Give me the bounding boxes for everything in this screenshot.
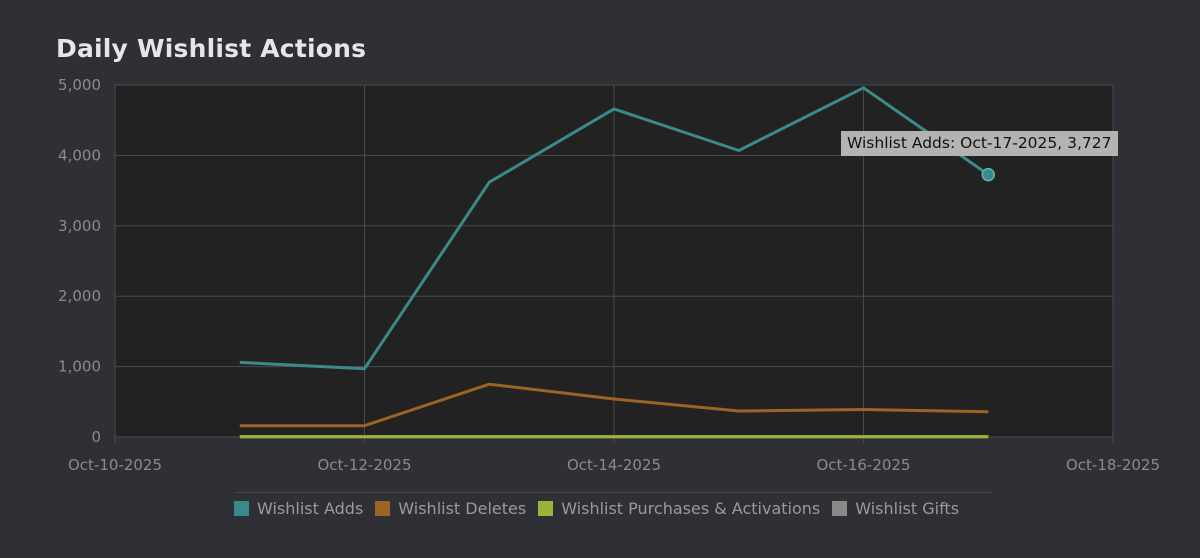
legend-label: Wishlist Deletes bbox=[398, 499, 527, 518]
y-tick-label: 3,000 bbox=[58, 217, 101, 235]
legend-item-wishlist-gifts[interactable]: Wishlist Gifts bbox=[832, 499, 959, 518]
legend-swatch bbox=[234, 501, 249, 516]
y-axis-ticks: 0 1,000 2,000 3,000 4,000 5,000 bbox=[58, 76, 101, 446]
y-tick-label: 1,000 bbox=[58, 358, 101, 376]
data-tooltip: Wishlist Adds: Oct-17-2025, 3,727 bbox=[841, 131, 1118, 156]
legend-swatch bbox=[538, 501, 554, 516]
legend-swatch bbox=[832, 501, 848, 516]
highlight-marker bbox=[981, 167, 995, 182]
x-tick-label: Oct-16-2025 bbox=[816, 456, 910, 474]
highlight-point[interactable] bbox=[981, 167, 995, 182]
x-tick-label: Oct-14-2025 bbox=[567, 456, 661, 474]
y-tick-label: 2,000 bbox=[58, 287, 101, 305]
legend-item-wishlist-purchases-activations[interactable]: Wishlist Purchases & Activations bbox=[538, 499, 820, 518]
y-tick-label: 4,000 bbox=[58, 146, 101, 164]
x-tick-label: Oct-12-2025 bbox=[317, 456, 411, 474]
x-tick-label: Oct-18-2025 bbox=[1066, 456, 1160, 474]
series-lines bbox=[239, 86, 990, 439]
y-tick-label: 0 bbox=[91, 428, 101, 446]
legend-item-wishlist-deletes[interactable]: Wishlist Deletes bbox=[375, 499, 526, 518]
x-tick-label: Oct-10-2025 bbox=[68, 456, 162, 474]
legend-swatch bbox=[375, 501, 391, 516]
legend-item-wishlist-adds[interactable]: Wishlist Adds bbox=[234, 499, 363, 518]
x-axis-ticks: Oct-10-2025 Oct-12-2025 Oct-14-2025 Oct-16-… bbox=[68, 456, 1160, 474]
chart-legend: Wishlist Adds Wishlist Deletes Wishlist Pu… bbox=[234, 492, 992, 518]
legend-label: Wishlist Adds bbox=[257, 499, 364, 518]
y-tick-label: 5,000 bbox=[58, 76, 101, 94]
legend-label: Wishlist Purchases & Activations bbox=[561, 499, 821, 518]
chart-title: Daily Wishlist Actions bbox=[56, 34, 367, 63]
legend-label: Wishlist Gifts bbox=[855, 499, 960, 518]
